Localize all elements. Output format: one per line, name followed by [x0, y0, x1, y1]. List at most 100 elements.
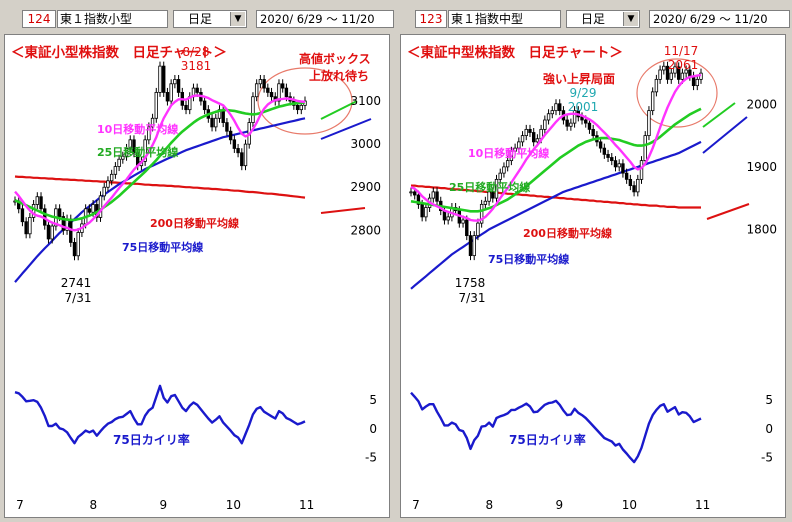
ma75-label: 75日移動平均線	[488, 252, 569, 266]
x-tick-label: 9	[160, 498, 168, 512]
candle-body	[39, 196, 43, 210]
kairi-tick-label: 5	[765, 393, 773, 407]
ma200-label: 200日移動平均線	[523, 226, 612, 240]
ma10-label: 10日移動平均線	[468, 146, 549, 160]
candle-body	[165, 92, 170, 102]
chart-calendar-axis: 7 8 9 10 11	[412, 498, 710, 512]
period-select[interactable]: 日足 ▼	[566, 10, 640, 28]
ma200-polyline	[411, 184, 701, 209]
low-value-label: 1758	[455, 276, 486, 290]
candle-body	[472, 235, 476, 257]
candle-body	[676, 66, 681, 80]
candle-body	[202, 100, 207, 111]
low-value-label: 2741	[61, 276, 92, 290]
candle-body	[416, 194, 421, 205]
candle-body	[673, 66, 677, 74]
ma25-line	[14, 101, 306, 222]
symbol-name-field[interactable]: 東１指数中型	[448, 10, 561, 28]
candlestick-chart[interactable]: 7 8 9 10 11 1800 1900 2000 5 0 -5 ＜東証中型株指数 日足チャート…	[400, 34, 786, 518]
ma10-polyline	[14, 94, 306, 232]
candlestick-chart[interactable]: 7 8 9 10 11 2800 2900 3000 3100 5 0 -5 ＜東証小型株指数 日足…	[4, 34, 390, 518]
ma10-label: 10日移動平均線	[97, 122, 178, 136]
kairi-label: 75日カイリ率	[509, 432, 586, 447]
candle-body	[228, 130, 233, 141]
x-tick-label: 8	[486, 498, 494, 512]
projection-stroke	[320, 100, 358, 120]
kairi-polyline	[410, 391, 702, 464]
candle-body	[132, 139, 136, 154]
candle-body	[76, 232, 80, 257]
candle-body	[509, 150, 514, 162]
candle-body	[636, 178, 640, 193]
candle-body	[176, 79, 181, 93]
x-tick-label: 8	[90, 498, 98, 512]
candle-body	[24, 221, 28, 235]
period-select[interactable]: 日足 ▼	[173, 10, 247, 28]
date-range-field[interactable]: 2020/ 6/29 ～ 11/20	[649, 10, 790, 28]
candle-body	[158, 65, 162, 93]
candle-body	[524, 128, 528, 137]
candle-body	[628, 178, 633, 187]
y-tick-label: 1900	[746, 160, 777, 174]
ma10-polyline	[410, 73, 702, 222]
ma75-polyline	[410, 140, 702, 290]
y-tick-label: 1800	[746, 222, 777, 236]
chart-panel-mid-cap: 123 東１指数中型 日足 ▼ 2020/ 6/29 ～ 11/20 7 8 9 10…	[396, 6, 790, 522]
ma10-line	[14, 94, 306, 232]
candle-body	[269, 92, 274, 98]
chevron-down-icon[interactable]: ▼	[230, 12, 245, 26]
date-range-field[interactable]: 2020/ 6/29 ～ 11/20	[256, 10, 394, 28]
candle-body	[251, 96, 255, 123]
projection-stroke	[706, 203, 750, 220]
chart-title: ＜東証小型株指数 日足チャート＞	[11, 44, 227, 61]
candle-body	[476, 222, 480, 237]
candle-body	[162, 65, 166, 93]
candle-body	[665, 65, 670, 80]
candle-body	[606, 153, 610, 158]
chart-toolbar: 124 東１指数小型 日足 ▼ 2020/ 6/29 ～ 11/20	[0, 6, 394, 32]
candle-body	[531, 132, 536, 143]
candle-body	[647, 110, 651, 137]
symbol-code-field[interactable]: 124	[22, 10, 56, 28]
candle-body	[35, 196, 40, 205]
candle-body	[602, 147, 607, 155]
candle-body	[424, 207, 428, 218]
candle-body	[91, 204, 95, 213]
candle-body	[662, 65, 666, 71]
candle-body	[610, 157, 614, 162]
chevron-down-icon[interactable]: ▼	[623, 12, 638, 26]
candle-body	[639, 160, 644, 180]
ma75-line	[410, 140, 702, 290]
candle-body	[184, 104, 188, 111]
chart-svg: 7 8 9 10 11 2800 2900 3000 3100 5 0 -5 ＜東証小型株指数 日足…	[11, 44, 381, 512]
annotation-line-2: 上放れ待ち	[309, 68, 369, 83]
chart-toolbar: 123 東１指数中型 日足 ▼ 2020/ 6/29 ～ 11/20	[396, 6, 790, 32]
candle-body	[121, 155, 125, 160]
candle-body	[50, 225, 54, 240]
candle-body	[494, 178, 499, 199]
candle-body	[569, 122, 573, 127]
projection-stroke	[702, 102, 736, 128]
candle-body	[413, 191, 417, 196]
ma75-line	[14, 117, 306, 283]
symbol-name-field[interactable]: 東１指数小型	[57, 10, 168, 28]
candle-body	[431, 191, 436, 199]
kairi-polyline	[14, 384, 306, 445]
candle-body	[513, 147, 517, 152]
symbol-code-field[interactable]: 123	[415, 10, 447, 28]
annotation-line-1: 強い上昇局面	[543, 71, 615, 86]
ma25-line	[410, 107, 702, 213]
candle-body	[546, 113, 551, 121]
kairi-tick-label: -5	[365, 451, 377, 465]
ma25-polyline	[14, 101, 306, 222]
ma25-label: 25日移動平均線	[449, 180, 530, 194]
chart-panel-small-cap: 124 東１指数小型 日足 ▼ 2020/ 6/29 ～ 11/20 7 8 9 10…	[0, 6, 394, 522]
candle-body	[528, 128, 532, 133]
candle-body	[461, 219, 465, 224]
candle-body	[502, 166, 506, 174]
candle-body	[266, 87, 270, 93]
kairi-tick-label: 5	[369, 393, 377, 407]
candle-body	[409, 191, 413, 194]
candle-body	[109, 173, 114, 182]
candle-body	[658, 69, 662, 80]
